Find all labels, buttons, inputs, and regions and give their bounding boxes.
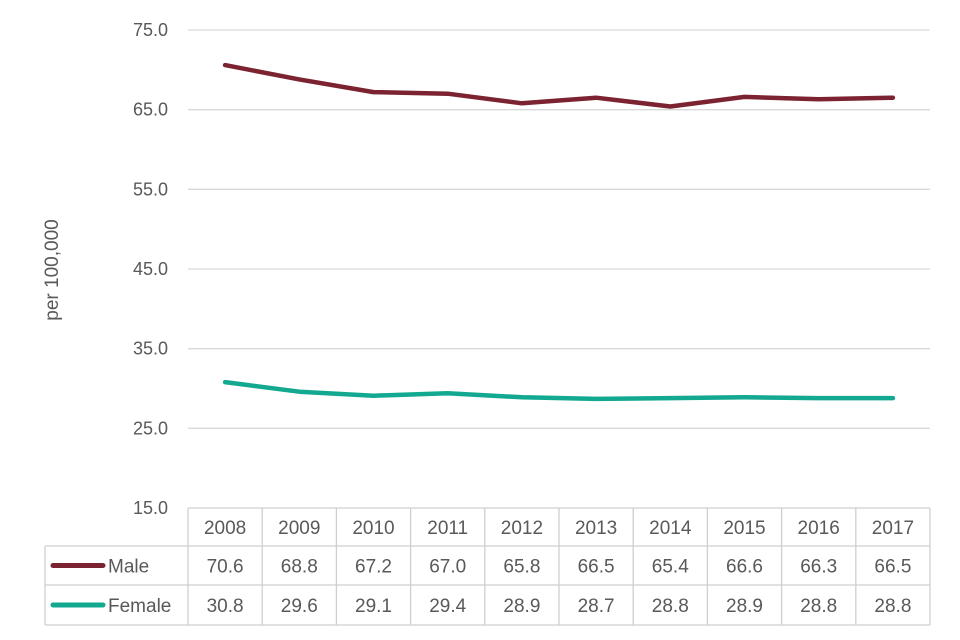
data-label: 66.5 bbox=[874, 557, 911, 578]
x-tick-label: 2016 bbox=[798, 518, 840, 539]
x-tick-label: 2010 bbox=[352, 518, 394, 539]
y-axis-label: per 100,000 bbox=[42, 219, 63, 320]
x-tick-label: 2015 bbox=[723, 518, 765, 539]
data-label: 66.6 bbox=[726, 557, 763, 578]
data-label: 28.9 bbox=[726, 596, 763, 617]
y-tick-label: 15.0 bbox=[133, 498, 168, 518]
data-label: 28.8 bbox=[874, 596, 911, 617]
series-line-male bbox=[222, 62, 896, 109]
data-label: 65.8 bbox=[503, 557, 540, 578]
data-label: 66.3 bbox=[800, 557, 837, 578]
x-tick-label: 2012 bbox=[501, 518, 543, 539]
data-label: 67.0 bbox=[429, 557, 466, 578]
data-table: 2008 2009 2010 2011 2012 2013 2014 2015 2016 2017… bbox=[44, 507, 931, 626]
y-axis-ticks: 15.0 25.0 35.0 45.0 55.0 65.0 75.0 bbox=[133, 20, 168, 518]
series-lines bbox=[222, 62, 896, 402]
data-label: 29.1 bbox=[355, 596, 392, 617]
x-tick-label: 2011 bbox=[427, 518, 468, 539]
data-label: 28.9 bbox=[503, 596, 540, 617]
data-label: 67.2 bbox=[355, 557, 392, 578]
legend-label: Female bbox=[108, 596, 171, 617]
data-label: 30.8 bbox=[207, 596, 244, 617]
data-label: 70.6 bbox=[207, 557, 244, 578]
x-tick-label: 2013 bbox=[575, 518, 617, 539]
data-label: 29.4 bbox=[429, 596, 466, 617]
data-label: 29.6 bbox=[281, 596, 318, 617]
data-label: 28.8 bbox=[800, 596, 837, 617]
x-tick-label: 2009 bbox=[278, 518, 320, 539]
y-tick-label: 55.0 bbox=[133, 179, 168, 199]
data-label: 28.7 bbox=[578, 596, 615, 617]
data-label: 68.8 bbox=[281, 557, 318, 578]
legend-label: Male bbox=[108, 557, 149, 578]
data-label: 66.5 bbox=[578, 557, 615, 578]
x-tick-label: 2008 bbox=[204, 518, 246, 539]
series-line-female bbox=[222, 379, 896, 402]
data-label: 65.4 bbox=[652, 557, 689, 578]
x-tick-label: 2017 bbox=[872, 518, 914, 539]
gridlines bbox=[188, 29, 930, 429]
x-tick-label: 2014 bbox=[649, 518, 692, 539]
y-tick-label: 35.0 bbox=[133, 339, 168, 359]
y-tick-label: 75.0 bbox=[133, 20, 168, 40]
data-label: 28.8 bbox=[652, 596, 689, 617]
y-tick-label: 45.0 bbox=[133, 259, 168, 279]
y-tick-label: 25.0 bbox=[133, 418, 168, 438]
y-tick-label: 65.0 bbox=[133, 100, 168, 120]
